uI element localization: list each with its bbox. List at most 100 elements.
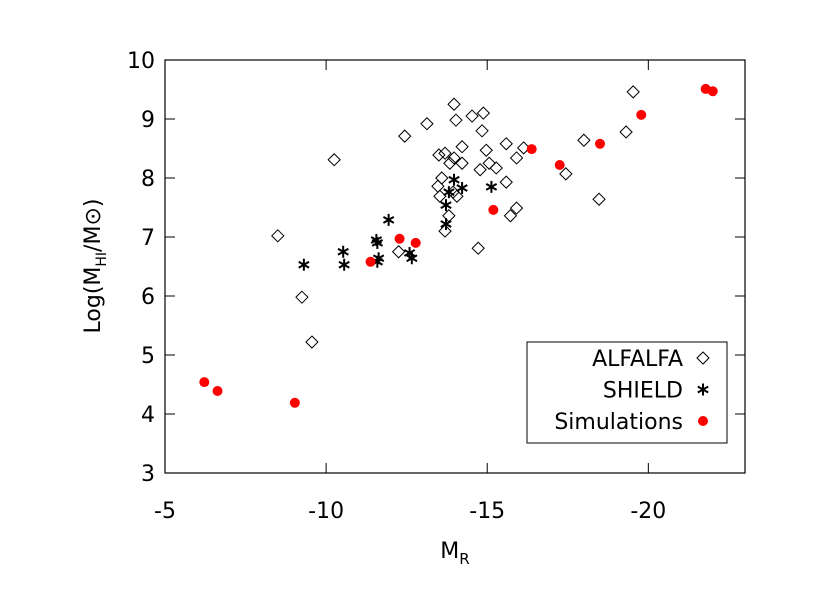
y-label-rest: /M⊙) [81,199,106,252]
asterisk-stroke [440,220,452,228]
legend-marker [696,351,710,365]
point [365,256,376,267]
asterisk-stroke [697,385,709,394]
point [435,171,449,185]
point [420,117,434,131]
point [488,204,499,215]
point [212,385,223,396]
legend-label: SHIELD [603,379,683,404]
point [442,209,456,223]
point [475,124,489,138]
point [499,175,513,189]
y-tick-label: 10 [127,49,155,74]
legend-label: ALFALFA [592,347,683,372]
asterisk-stroke [485,182,498,191]
y-tick-label: 4 [141,403,155,428]
point [338,258,350,271]
point [636,109,647,120]
point [433,189,447,203]
point [438,224,452,238]
point [499,137,513,151]
point [449,113,463,127]
point [455,156,469,170]
point [509,201,524,215]
point [489,161,503,175]
y-tick-label: 8 [141,167,155,192]
point [465,109,479,123]
asterisk-stroke [382,216,395,224]
x-label-main: M [440,539,459,564]
y-tick-label: 6 [141,285,155,310]
point [476,106,491,120]
asterisk-stroke [406,254,418,263]
y-tick-label: 9 [141,108,155,133]
y-tick-label: 5 [141,344,155,369]
point [626,85,640,99]
point [398,129,412,143]
asterisk-stroke [298,260,310,269]
point [592,192,606,206]
point [707,86,718,97]
asterisk-stroke [456,184,468,192]
point [295,290,309,304]
asterisk-stroke [371,239,384,247]
asterisk-stroke [338,260,350,269]
point [410,237,421,248]
point [431,179,445,193]
x-tick-label: -20 [630,499,666,524]
point [479,143,493,157]
y-label-sub: HI [94,252,110,267]
point [485,180,498,193]
point [619,125,633,139]
point [509,151,524,165]
point [471,241,485,255]
y-tick-label: 3 [141,462,155,487]
point [391,245,406,259]
point [382,213,395,226]
point [289,397,300,408]
point [456,182,468,195]
point [447,151,461,165]
asterisk-stroke [337,247,349,256]
point [371,236,384,249]
x-tick-label: -5 [154,499,176,524]
legend-label: Simulations [554,410,683,435]
point [199,377,210,388]
point [455,140,469,154]
point [271,229,285,243]
legend-box [526,341,728,444]
point [432,148,446,162]
asterisk-stroke [403,249,416,257]
asterisk-stroke [448,175,460,184]
point [516,141,531,155]
y-tick-label: 7 [141,226,155,251]
point [298,258,310,271]
point [503,209,518,223]
point [305,335,319,349]
point [440,199,452,212]
point [447,97,461,111]
point [559,167,573,181]
asterisk-stroke [443,188,455,197]
point [473,163,487,177]
x-axis-label: MR [440,539,469,568]
point [526,144,537,155]
y-label-main: Log(M [81,267,106,334]
plot-frame [164,59,746,474]
x-tick-label: -10 [308,499,344,524]
point [440,218,452,231]
point [443,156,457,170]
point [554,160,565,171]
point [438,146,452,160]
point [327,153,341,167]
point [482,156,496,170]
y-axis-label: Log(MHI/M⊙) [81,199,110,334]
point [443,186,455,199]
point [337,245,349,258]
point [448,173,460,186]
point [406,252,418,265]
x-tick-label: -15 [469,499,505,524]
legend-marker [698,416,708,426]
asterisk-stroke [440,201,452,210]
